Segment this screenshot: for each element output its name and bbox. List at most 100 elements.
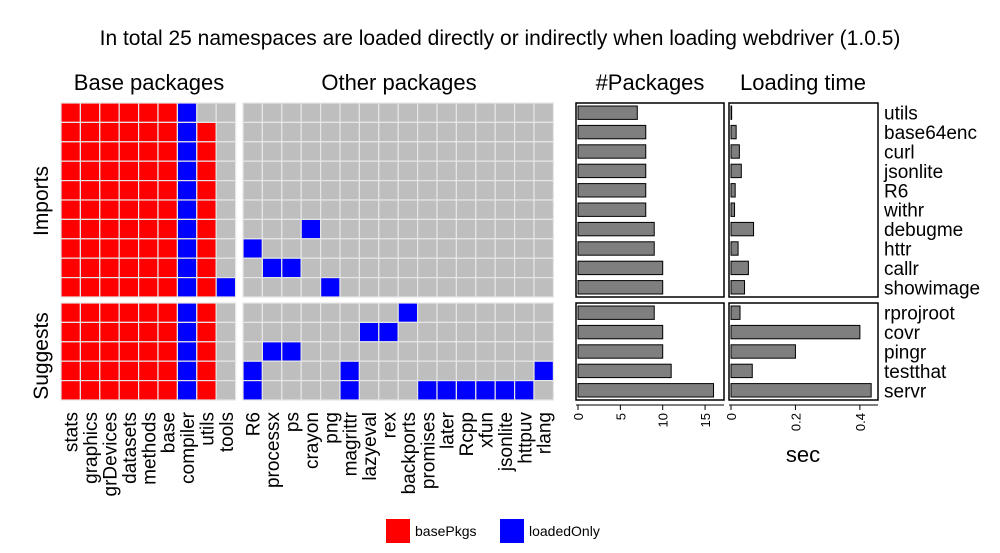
- heat-cell-pingr-crayon: [300, 341, 322, 362]
- heat-cell-curl-graphics: [79, 141, 101, 162]
- heat-cell-httr-r6: [242, 238, 263, 259]
- heat-cell-pingr-ps: [281, 341, 302, 362]
- heat-cell-rprojroot-rcpp: [455, 302, 477, 323]
- column-label-datasets: datasets: [120, 412, 141, 484]
- heatmap-layer: statsgraphicsgrDevicesdatasetsmethodsbas…: [60, 102, 556, 496]
- heat-cell-r6-promises: [417, 180, 438, 201]
- heat-cell-curl-backports: [397, 141, 419, 162]
- heat-cell-curl-grdevices: [99, 141, 120, 162]
- bar-packages-rprojroot: [577, 305, 655, 320]
- heat-cell-callr-r6: [242, 257, 263, 279]
- heat-cell-curl-rlang: [533, 141, 554, 162]
- heat-cell-servr-utils: [196, 380, 217, 401]
- heat-cell-covr-utils: [196, 321, 217, 343]
- heat-cell-callr-rlang: [533, 257, 554, 279]
- heat-cell-callr-tools: [215, 257, 237, 279]
- heat-cell-debugme-datasets: [118, 218, 140, 240]
- heat-cell-pingr-promises: [417, 341, 438, 362]
- heat-cell-curl-magrittr: [339, 141, 360, 162]
- heat-cell-httr-ps: [281, 238, 302, 259]
- heat-cell-debugme-jsonlite: [494, 218, 516, 240]
- heat-cell-covr-compiler: [176, 321, 198, 343]
- heat-cell-covr-later: [436, 321, 457, 343]
- heat-cell-r6-xfun: [475, 180, 496, 201]
- heat-cell-r6-r6: [242, 180, 263, 201]
- heat-cell-rprojroot-rex: [378, 302, 399, 323]
- heat-cell-callr-ps: [281, 257, 302, 279]
- heat-cell-callr-xfun: [475, 257, 496, 279]
- heat-cell-showimage-magrittr: [339, 277, 360, 298]
- heat-cell-r6-grdevices: [99, 180, 120, 201]
- heat-cell-servr-processx: [261, 380, 283, 401]
- column-label-ps: ps: [283, 412, 304, 432]
- heat-cell-jsonlite-httpuv: [513, 160, 535, 182]
- heat-cell-base64enc-httpuv: [513, 121, 535, 143]
- heat-cell-r6-graphics: [79, 180, 101, 201]
- heat-cell-httr-base: [157, 238, 178, 259]
- heat-cell-pingr-later: [436, 341, 457, 362]
- heat-cell-base64enc-processx: [261, 121, 283, 143]
- heat-cell-covr-crayon: [300, 321, 322, 343]
- bar-packages-r6: [577, 183, 647, 198]
- heat-cell-callr-backports: [397, 257, 419, 279]
- heat-cell-base64enc-r6: [242, 121, 263, 143]
- heat-cell-covr-promises: [417, 321, 438, 343]
- heat-cell-rprojroot-ps: [281, 302, 302, 323]
- heat-cell-curl-methods: [138, 141, 159, 162]
- heat-cell-servr-png: [320, 380, 341, 401]
- column-label-tools: tools: [217, 412, 238, 452]
- heat-cell-testthat-r6: [242, 360, 263, 382]
- heat-cell-servr-backports: [397, 380, 419, 401]
- heat-cell-debugme-rex: [378, 218, 399, 240]
- heat-cell-jsonlite-graphics: [79, 160, 101, 182]
- heat-cell-utils-graphics: [79, 102, 101, 123]
- heat-cell-pingr-httpuv: [513, 341, 535, 362]
- column-label-lazyeval: lazyeval: [360, 412, 381, 481]
- heat-cell-withr-utils: [196, 199, 217, 220]
- heat-cell-jsonlite-tools: [215, 160, 237, 182]
- heat-cell-withr-ps: [281, 199, 302, 220]
- heat-cell-withr-tools: [215, 199, 237, 220]
- heat-cell-utils-lazyeval: [358, 102, 380, 123]
- heat-cell-pingr-compiler: [176, 341, 198, 362]
- heat-cell-showimage-rex: [378, 277, 399, 298]
- heat-cell-jsonlite-later: [436, 160, 457, 182]
- heat-cell-jsonlite-backports: [397, 160, 419, 182]
- heat-cell-curl-ps: [281, 141, 302, 162]
- heat-cell-withr-base: [157, 199, 178, 220]
- bar-loading-time-testthat: [730, 363, 753, 379]
- heat-cell-utils-httpuv: [513, 102, 535, 123]
- heat-cell-base64enc-datasets: [118, 121, 140, 143]
- bar-loading-time-withr: [730, 202, 736, 217]
- heat-cell-withr-grdevices: [99, 199, 120, 220]
- row-label-base64enc: base64enc: [884, 123, 977, 144]
- heat-cell-callr-rex: [378, 257, 399, 279]
- bar-loading-time-utils: [730, 105, 733, 120]
- heat-cell-utils-stats: [60, 102, 81, 123]
- column-label-rex: rex: [380, 412, 401, 439]
- row-group-imports-label: Imports: [30, 166, 53, 236]
- heat-cell-testthat-crayon: [300, 360, 322, 382]
- heat-cell-rprojroot-backports: [397, 302, 419, 323]
- heat-cell-r6-later: [436, 180, 457, 201]
- bar-loading-time-curl: [730, 144, 740, 159]
- heat-cell-callr-base: [157, 257, 178, 279]
- heat-cell-showimage-processx: [261, 277, 283, 298]
- column-label-rcpp: Rcpp: [457, 412, 478, 456]
- heat-cell-testthat-compiler: [176, 360, 198, 382]
- column-label-rlang: rlang: [535, 412, 556, 454]
- heat-cell-covr-rex: [378, 321, 399, 343]
- heat-cell-servr-later: [436, 380, 457, 401]
- heat-cell-jsonlite-rlang: [533, 160, 554, 182]
- heat-cell-rprojroot-xfun: [475, 302, 496, 323]
- heat-cell-pingr-graphics: [79, 341, 101, 362]
- heat-cell-callr-stats: [60, 257, 81, 279]
- heat-cell-testthat-processx: [261, 360, 283, 382]
- heat-cell-debugme-stats: [60, 218, 81, 240]
- heat-cell-testthat-rlang: [533, 360, 554, 382]
- loading-time-axis-title: sec: [786, 442, 820, 467]
- heat-cell-curl-lazyeval: [358, 141, 380, 162]
- heat-cell-covr-rcpp: [455, 321, 477, 343]
- heat-cell-pingr-png: [320, 341, 341, 362]
- packages-tick-label: 10: [656, 413, 671, 427]
